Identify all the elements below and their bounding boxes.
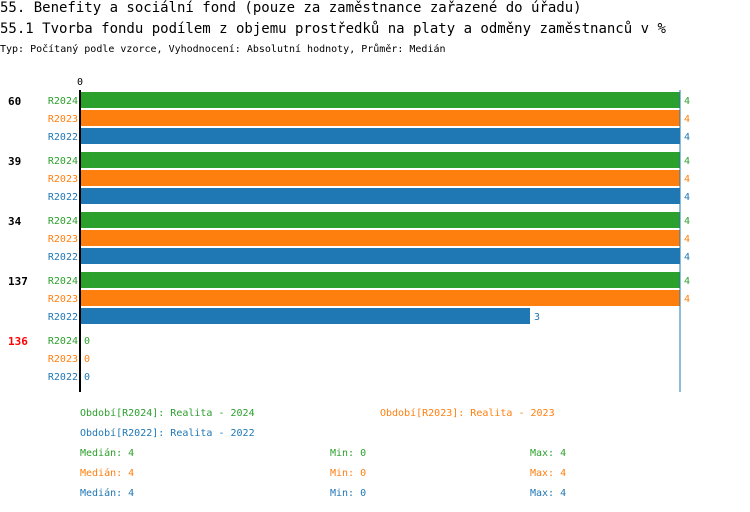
series-label: R2023: [48, 174, 78, 185]
legend-min: Min: 0: [330, 468, 367, 479]
bar-chart: 0 60 R2024 4 R2023 4 R2022 4 39 R2024 4 R2023 4 R2022…: [8, 77, 690, 392]
data-label: 4: [684, 192, 690, 203]
series-label: R2022: [48, 312, 78, 323]
legend-period: Období[R2022]: Realita - 2022: [80, 428, 255, 439]
data-label: 0: [84, 336, 90, 347]
series-label: R2024: [48, 216, 78, 227]
series-label: R2022: [48, 372, 78, 383]
data-label: 4: [684, 156, 690, 167]
legend-max: Max: 4: [530, 448, 567, 459]
legend-median: Medián: 4: [80, 468, 135, 479]
bar: [80, 290, 680, 306]
legend-max: Max: 4: [530, 488, 567, 499]
page-title: 55. Benefity a sociální fond (pouze za z…: [0, 0, 582, 16]
series-label: R2022: [48, 132, 78, 143]
x-tick-label: 0: [77, 77, 83, 88]
data-label: 4: [684, 132, 690, 143]
bar: [80, 248, 680, 264]
data-label: 0: [84, 354, 90, 365]
group-label: 39: [8, 155, 21, 168]
legend-period: Období[R2023]: Realita - 2023: [380, 408, 555, 419]
chart-meta: Typ: Počítaný podle vzorce, Vyhodnocení:…: [0, 44, 446, 55]
series-label: R2022: [48, 192, 78, 203]
series-label: R2023: [48, 234, 78, 245]
legend-max: Max: 4: [530, 468, 567, 479]
bar: [80, 92, 680, 108]
group-label: 137: [8, 275, 28, 288]
series-label: R2023: [48, 354, 78, 365]
series-label: R2024: [48, 156, 78, 167]
series-label: R2024: [48, 336, 78, 347]
series-label: R2023: [48, 294, 78, 305]
bar: [80, 110, 680, 126]
bar: [80, 188, 680, 204]
data-label: 0: [84, 372, 90, 383]
data-label: 4: [684, 234, 690, 245]
bar: [80, 308, 530, 324]
data-label: 4: [684, 294, 690, 305]
legend-median: Medián: 4: [80, 488, 135, 499]
series-label: R2024: [48, 276, 78, 287]
data-label: 4: [684, 174, 690, 185]
data-label: 4: [684, 276, 690, 287]
legend-median: Medián: 4: [80, 448, 135, 459]
bar: [80, 230, 680, 246]
series-label: R2022: [48, 252, 78, 263]
series-label: R2024: [48, 96, 78, 107]
bar: [80, 272, 680, 288]
bar: [80, 212, 680, 228]
data-label: 4: [684, 96, 690, 107]
group-label: 60: [8, 95, 21, 108]
group-label: 136: [8, 335, 28, 348]
group-label: 34: [8, 215, 22, 228]
data-label: 4: [684, 114, 690, 125]
legend-period: Období[R2024]: Realita - 2024: [80, 408, 255, 419]
data-label: 3: [534, 312, 540, 323]
bar: [80, 152, 680, 168]
bar: [80, 128, 680, 144]
series-label: R2023: [48, 114, 78, 125]
bar: [80, 170, 680, 186]
legend-min: Min: 0: [330, 448, 367, 459]
legend-min: Min: 0: [330, 488, 367, 499]
data-label: 4: [684, 216, 690, 227]
chart-subtitle: 55.1 Tvorba fondu podílem z objemu prost…: [0, 21, 666, 37]
data-label: 4: [684, 252, 690, 263]
